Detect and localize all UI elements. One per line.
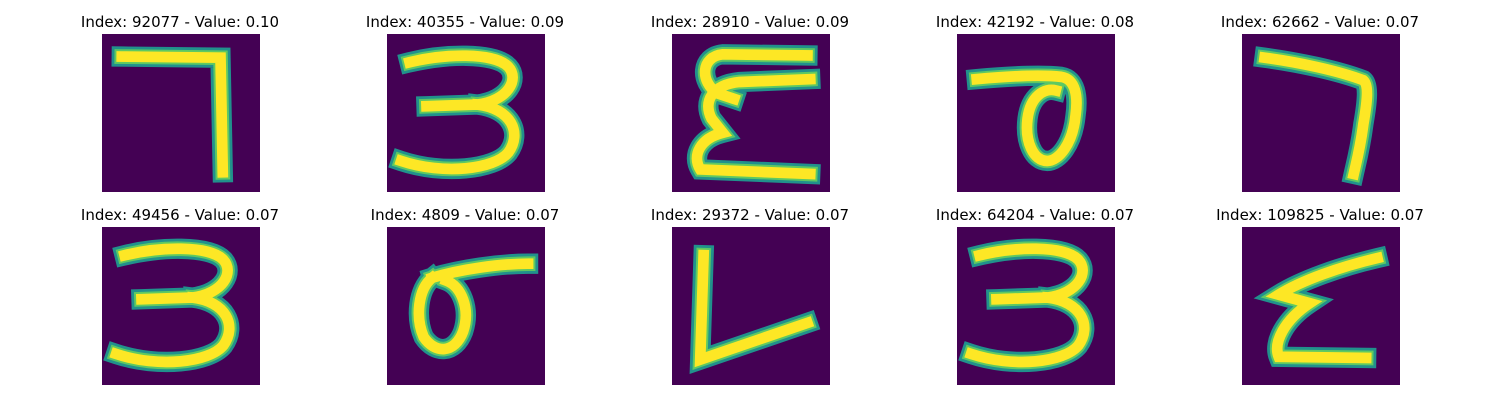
panel-title: Index: 28910 - Value: 0.09 [650, 13, 850, 31]
panel-title: Index: 4809 - Value: 0.07 [370, 206, 560, 224]
digit-panel-2: Index: 40355 - Value: 0.09 [325, 12, 605, 192]
digit-stroke-core [964, 243, 1090, 368]
digit-stroke-core [109, 243, 235, 368]
panel-title: Index: 92077 - Value: 0.10 [80, 13, 280, 31]
digit-stroke-core [970, 70, 1082, 167]
digit-stroke-core [116, 51, 229, 178]
panel-title: Index: 64204 - Value: 0.07 [935, 206, 1135, 224]
digit-stroke-core [1265, 251, 1384, 364]
panel-title: Index: 42192 - Value: 0.08 [935, 13, 1135, 31]
panel-title: Index: 62662 - Value: 0.07 [1220, 13, 1420, 31]
digit-stroke-core [694, 249, 815, 368]
digit-panel-5: Index: 62662 - Value: 0.07 [1180, 12, 1460, 192]
digit-image [102, 34, 260, 192]
panel-title: Index: 49456 - Value: 0.07 [80, 206, 280, 224]
digit-panel-3: Index: 28910 - Value: 0.09 [610, 12, 890, 192]
digit-image [1242, 34, 1400, 192]
digit-panel-9: Index: 64204 - Value: 0.07 [895, 205, 1175, 385]
digit-panel-10: Index: 109825 - Value: 0.07 [1180, 205, 1460, 385]
digit-panel-7: Index: 4809 - Value: 0.07 [325, 205, 605, 385]
digit-stroke-core [394, 50, 520, 175]
digit-image [957, 34, 1115, 192]
digit-image [672, 34, 830, 192]
digit-stroke-core [691, 48, 816, 180]
digit-image [387, 34, 545, 192]
digit-image [672, 227, 830, 385]
panel-title: Index: 109825 - Value: 0.07 [1216, 206, 1424, 224]
panel-title: Index: 40355 - Value: 0.09 [365, 13, 565, 31]
digit-image [957, 227, 1115, 385]
digit-image [387, 227, 545, 385]
panel-title: Index: 29372 - Value: 0.07 [650, 206, 850, 224]
digit-image [102, 227, 260, 385]
digit-panel-1: Index: 92077 - Value: 0.10 [40, 12, 320, 192]
digit-panel-8: Index: 29372 - Value: 0.07 [610, 205, 890, 385]
digit-panel-6: Index: 49456 - Value: 0.07 [40, 205, 320, 385]
digit-stroke-core [413, 258, 534, 355]
digit-stroke-core [1258, 51, 1373, 181]
digit-panel-4: Index: 42192 - Value: 0.08 [895, 12, 1175, 192]
digit-image [1242, 227, 1400, 385]
